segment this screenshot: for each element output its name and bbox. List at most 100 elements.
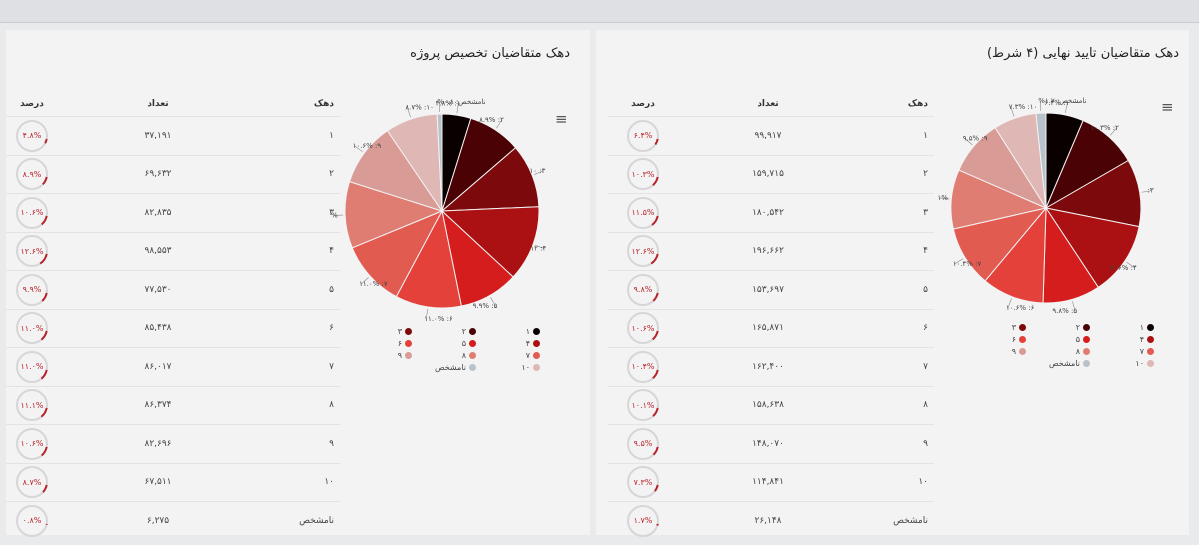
- legend-item[interactable]: ۴: [476, 338, 540, 349]
- gauge-arc: [652, 330, 659, 341]
- table-row: ۱۰ ۱۱۴,۸۴۱ ۷.۳%: [608, 462, 934, 502]
- gauge-arc: [44, 138, 48, 144]
- legend-label: ۸: [461, 351, 466, 360]
- percent-gauge: ۸.۷%: [16, 466, 48, 499]
- legend-label: ۳: [1011, 323, 1016, 332]
- gauge-arc: [652, 176, 659, 187]
- dahak-cell: ۹: [923, 438, 928, 449]
- legend-swatch: [1147, 324, 1154, 331]
- count-cell: ۱۱۴,۸۴۱: [752, 477, 784, 488]
- pie-slice[interactable]: [351, 210, 444, 298]
- legend-item[interactable]: ۹: [348, 350, 412, 361]
- count-cell: ۸۲,۸۳۵: [144, 207, 172, 218]
- slice-label: ۷: ۱۰.۴%: [953, 260, 982, 268]
- legend-label: ۵: [1075, 335, 1080, 344]
- legend-item[interactable]: ۵: [412, 338, 476, 349]
- legend-label: نامشخص: [434, 363, 466, 372]
- dahak-cell: ۴: [329, 246, 334, 257]
- pie-slice[interactable]: [436, 113, 443, 212]
- slice-label: ۷: ۱۱.۰%: [359, 280, 388, 288]
- slice-label: ۶: ۱۰.۶%: [1006, 304, 1035, 312]
- table-row: ۱ ۳۷,۱۹۱ ۴.۸%: [6, 116, 340, 155]
- dahak-cell: ۷: [923, 361, 928, 372]
- percent-cell: ۱۰.۳%: [608, 158, 678, 191]
- count-cell: ۹۸,۵۵۳: [144, 246, 172, 257]
- legend-item[interactable]: نامشخص: [412, 362, 476, 373]
- table-row: ۲ ۱۵۹,۷۱۵ ۱۰.۳%: [608, 154, 934, 194]
- slice-leader-line: [496, 119, 503, 129]
- slice-leader-line: [954, 258, 964, 265]
- slice-leader-line: [533, 170, 544, 175]
- percent-gauge: ۱۲.۶%: [627, 235, 659, 268]
- dahak-cell: ۲: [329, 169, 334, 180]
- legend-swatch: [533, 352, 540, 359]
- legend-item[interactable]: ۷: [476, 350, 540, 361]
- slice-leader-line: [1110, 127, 1118, 136]
- percent-value: ۱۱.۰%: [20, 323, 44, 333]
- dahak-cell: ۹: [329, 438, 334, 449]
- legend-label: ۶: [1011, 335, 1016, 344]
- top-bar: [0, 0, 1199, 23]
- table-row: ۹ ۸۲,۶۹۶ ۱۰.۶%: [6, 424, 340, 463]
- legend-item[interactable]: ۲: [412, 326, 476, 337]
- percent-cell: ۹.۵%: [608, 427, 678, 460]
- legend-item[interactable]: ۲: [1026, 322, 1090, 333]
- legend-item[interactable]: ۴: [1090, 334, 1154, 345]
- percent-gauge: ۱۰.۳%: [627, 158, 659, 191]
- legend-item[interactable]: ۳: [962, 322, 1026, 333]
- pie-slice[interactable]: [1044, 207, 1140, 288]
- legend-item[interactable]: ۵: [1026, 334, 1090, 345]
- legend-item[interactable]: ۱۰: [1090, 358, 1154, 369]
- gauge-arc: [654, 484, 659, 493]
- table-row: ۱۰ ۶۷,۵۱۱ ۸.۷%: [6, 462, 340, 502]
- pie-slice[interactable]: [395, 209, 462, 309]
- pie-slice[interactable]: [1044, 159, 1142, 228]
- legend-label: ۱۰: [521, 363, 530, 372]
- legend-item[interactable]: ۶: [962, 334, 1026, 345]
- table-row: ۳ ۱۸۰,۵۴۲ ۱۱.۵%: [608, 193, 934, 232]
- legend-item[interactable]: ۸: [1026, 346, 1090, 357]
- hamburger-menu-icon[interactable]: ≡: [555, 110, 568, 128]
- percent-cell: ۸.۷%: [6, 466, 58, 499]
- percent-value: ۱۰.۴%: [631, 362, 655, 372]
- slice-label: ۱۰: ۸.۷%: [405, 104, 434, 112]
- percent-value: ۱۱.۱%: [20, 400, 44, 410]
- slice-leader-line: [490, 297, 496, 307]
- percent-value: ۹.۹%: [22, 285, 42, 295]
- count-cell: ۶۷,۵۱۱: [144, 477, 172, 488]
- count-cell: ۳۷,۱۹۱: [144, 130, 172, 141]
- percent-cell: ۱۱.۰%: [6, 350, 58, 383]
- legend-swatch: [1019, 324, 1026, 331]
- legend-swatch: [469, 364, 476, 371]
- legend-item[interactable]: ۳: [348, 326, 412, 337]
- legend-item[interactable]: ۱۰: [476, 362, 540, 373]
- dahak-cell: ۶: [923, 323, 928, 334]
- legend-label: ۴: [525, 339, 530, 348]
- slice-leader-line: [1010, 106, 1015, 117]
- percent-cell: ۴.۸%: [6, 119, 58, 152]
- legend-item[interactable]: نامشخص: [1026, 358, 1090, 369]
- table-row: ۴ ۱۹۶,۶۶۲ ۱۲.۶%: [608, 231, 934, 271]
- table-row: ۶ ۱۶۵,۸۷۱ ۱۰.۶%: [608, 308, 934, 348]
- percent-cell: ۹.۹%: [6, 273, 58, 306]
- legend-item[interactable]: ۶: [348, 338, 412, 349]
- legend-swatch: [533, 328, 540, 335]
- legend-item[interactable]: ۷: [1090, 346, 1154, 357]
- gauge-arc: [45, 523, 48, 525]
- legend-swatch: [1019, 336, 1026, 343]
- legend-item[interactable]: ۹: [962, 346, 1026, 357]
- approved-applicants-panel: دهک متقاضیان تایید نهایی (۴ شرط) ≡ ۱: ۶.…: [596, 30, 1189, 537]
- legend-item[interactable]: ۱: [1090, 322, 1154, 333]
- pie-slice[interactable]: [440, 206, 540, 278]
- legend-label: ۱: [525, 327, 530, 336]
- legend-label: ۱: [1139, 323, 1144, 332]
- legend-item[interactable]: ۱: [476, 326, 540, 337]
- pie-slice[interactable]: [344, 180, 444, 249]
- slice-label: ۳:: [1147, 187, 1153, 195]
- percent-value: ۱۰.۶%: [20, 208, 44, 218]
- pie-slice[interactable]: [1035, 112, 1047, 209]
- legend-item[interactable]: ۸: [412, 350, 476, 361]
- percent-cell: ۱۲.۶%: [608, 235, 678, 268]
- slice-leader-line: [1072, 301, 1076, 312]
- hamburger-menu-icon[interactable]: ≡: [1161, 98, 1174, 116]
